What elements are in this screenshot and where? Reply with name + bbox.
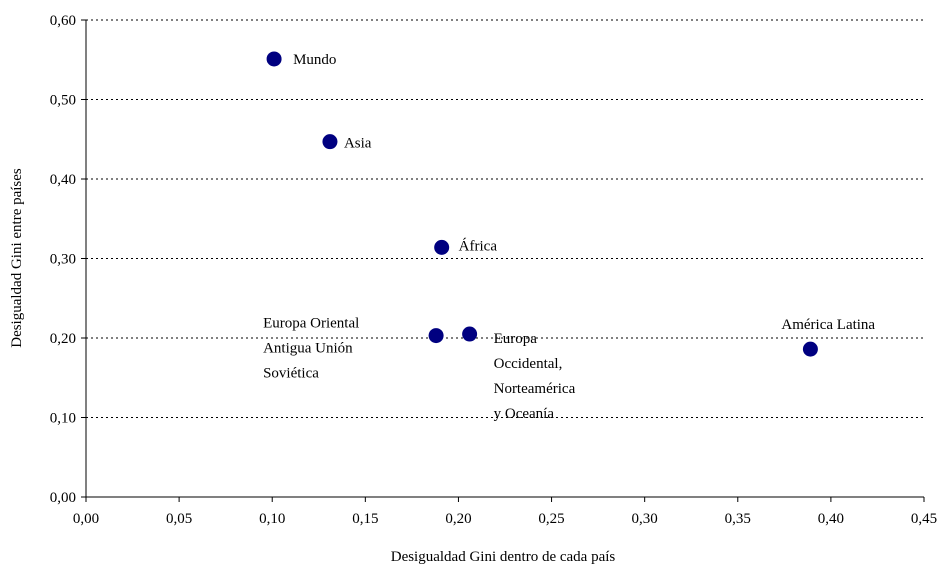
point-label: África — [459, 237, 498, 254]
x-tick-label: 0,40 — [818, 511, 844, 527]
x-tick-label: 0,25 — [538, 511, 564, 527]
x-tick-label: 0,15 — [352, 511, 378, 527]
y-tick-label: 0,00 — [50, 490, 76, 506]
data-point — [322, 134, 338, 150]
point-label: Norteamérica — [494, 381, 576, 397]
point-labels: Mundo Asia África Europa Oriental Antigua Un… — [263, 52, 875, 422]
data-point — [428, 328, 444, 344]
y-tick-label: 0,30 — [50, 252, 76, 268]
point-label: Antigua Unión — [263, 341, 353, 357]
data-points — [266, 51, 818, 357]
x-tick-label: 0,05 — [166, 511, 192, 527]
point-label: Europa — [494, 331, 538, 347]
y-tick-label: 0,10 — [50, 411, 76, 427]
point-label: América Latina — [781, 317, 875, 333]
data-point — [802, 341, 818, 357]
x-axis-label: Desigualdad Gini dentro de cada país — [391, 549, 616, 565]
data-point — [434, 239, 450, 255]
axes — [81, 19, 925, 502]
point-label: Asia — [344, 136, 372, 152]
point-label: Europa Oriental — [263, 316, 359, 332]
x-tick-label: 0,00 — [73, 511, 99, 527]
y-tick-label: 0,60 — [50, 13, 76, 29]
x-tick-label: 0,45 — [911, 511, 937, 527]
y-tick-label: 0,20 — [50, 331, 76, 347]
point-label: y Oceanía — [494, 406, 555, 422]
data-point — [462, 326, 478, 342]
point-label: Occidental, — [494, 356, 563, 372]
y-tick-label: 0,40 — [50, 172, 76, 188]
x-tick-label: 0,30 — [632, 511, 658, 527]
y-tick-label: 0,50 — [50, 93, 76, 109]
x-tick-label: 0,20 — [445, 511, 471, 527]
data-point — [266, 51, 282, 67]
y-axis-label: Desigualdad Gini entre países — [9, 168, 25, 348]
tick-labels: 0,00 0,10 0,20 0,30 0,40 0,50 0,60 0,00 0,05 0,10… — [50, 13, 937, 527]
point-label: Mundo — [293, 52, 336, 68]
point-label: Soviética — [263, 366, 319, 382]
x-tick-label: 0,35 — [725, 511, 751, 527]
x-tick-label: 0,10 — [259, 511, 285, 527]
